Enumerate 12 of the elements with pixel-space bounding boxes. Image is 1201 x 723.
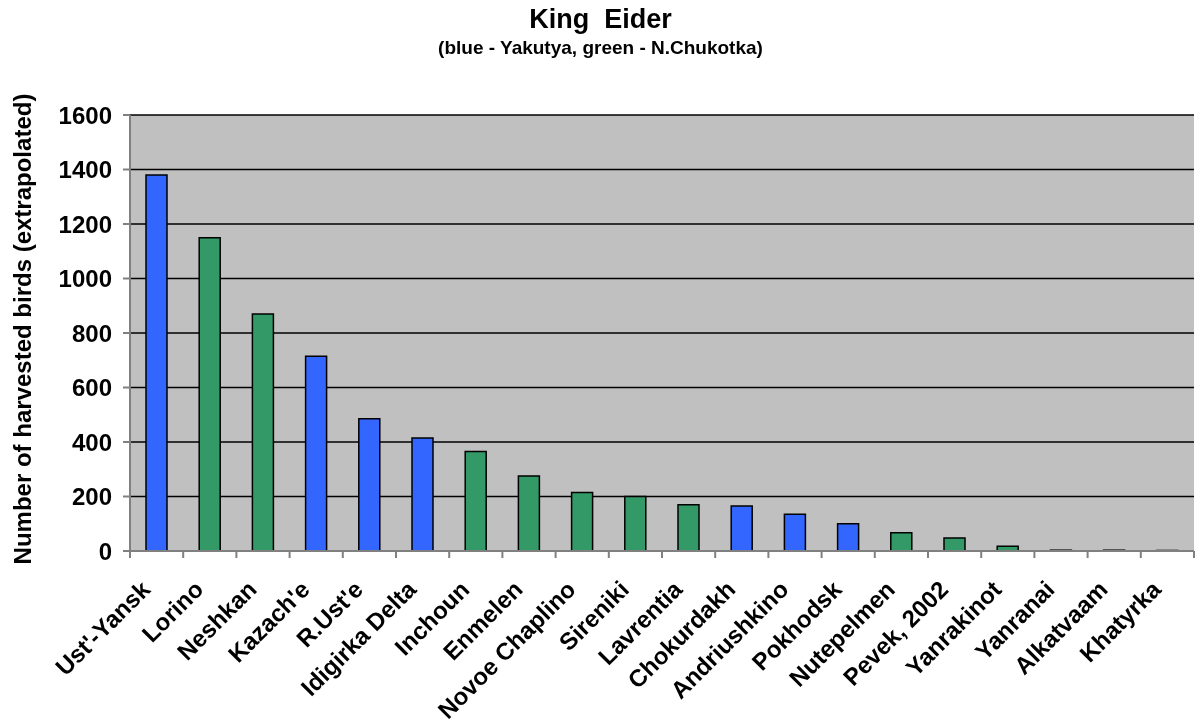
y-axis-title: Number of harvested birds (extrapolated) [9, 93, 36, 565]
y-tick-label: 600 [71, 374, 112, 402]
y-tick-label: 800 [71, 319, 112, 347]
chart-subtitle: (blue - Yakutya, green - N.Chukotka) [437, 37, 764, 59]
chart-title: King Eider [528, 3, 673, 35]
y-tick-label: 1600 [58, 101, 112, 129]
y-tick-label: 1400 [58, 156, 112, 184]
y-tick-label: 400 [71, 428, 112, 456]
y-tick-label: 1200 [58, 210, 112, 238]
y-tick-label: 0 [98, 537, 112, 565]
y-tick-label: 1000 [58, 265, 112, 293]
y-tick-label: 200 [71, 483, 112, 511]
